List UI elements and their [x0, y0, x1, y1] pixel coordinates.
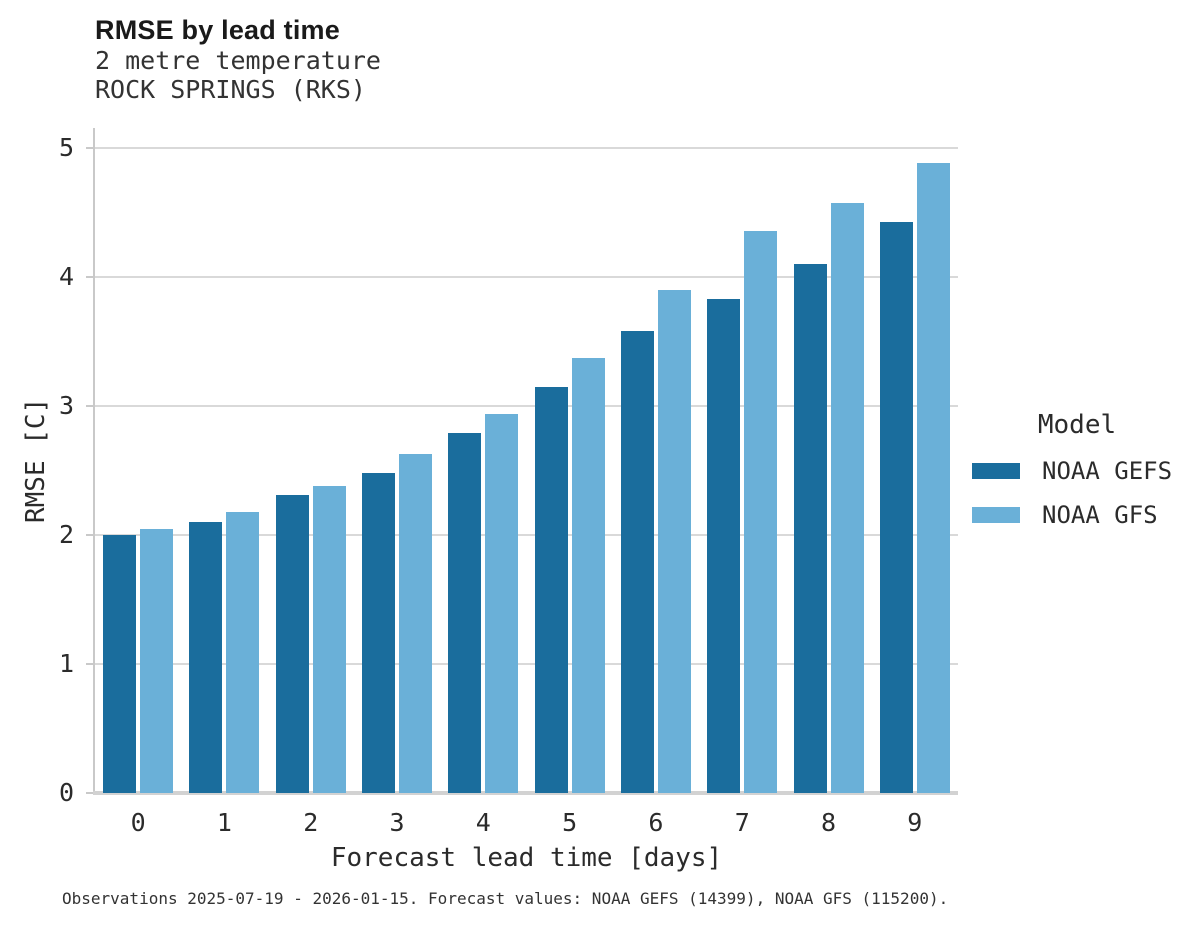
gridline-y-1	[95, 663, 958, 665]
bar-noaa-gfs-lead-4	[485, 414, 519, 793]
x-tick-label-8: 8	[821, 808, 837, 837]
bar-noaa-gfs-lead-9	[916, 163, 950, 793]
bar-noaa-gfs-lead-6	[657, 290, 691, 793]
legend-swatch-noaa-gefs	[972, 463, 1020, 479]
gridline-y-4	[95, 276, 958, 278]
bar-noaa-gfs-lead-0	[140, 529, 174, 793]
bar-noaa-gefs-lead-5	[534, 387, 568, 793]
gridline-y-5	[95, 147, 958, 149]
bar-noaa-gefs-lead-4	[448, 433, 482, 793]
bar-noaa-gfs-lead-5	[571, 358, 605, 793]
bar-noaa-gefs-lead-1	[189, 522, 223, 793]
bar-noaa-gfs-lead-3	[399, 454, 433, 793]
x-tick-label-6: 6	[648, 808, 664, 837]
y-tick-mark-4	[86, 276, 93, 278]
bar-noaa-gfs-lead-2	[312, 486, 346, 793]
legend-entry-noaa-gefs: NOAA GEFS	[972, 458, 1182, 484]
y-axis-label: RMSE [C]	[21, 397, 51, 524]
bar-noaa-gfs-lead-1	[226, 512, 260, 793]
y-tick-mark-5	[86, 147, 93, 149]
bar-noaa-gefs-lead-8	[793, 264, 827, 793]
chart-header: RMSE by lead time 2 metre temperature RO…	[95, 14, 381, 104]
bar-noaa-gefs-lead-3	[362, 473, 396, 793]
x-tick-label-5: 5	[562, 808, 578, 837]
x-tick-label-2: 2	[303, 808, 319, 837]
x-axis-label: Forecast lead time [days]	[330, 843, 723, 873]
chart-subtitle-station: ROCK SPRINGS (RKS)	[95, 75, 366, 104]
y-tick-label-3: 3	[58, 391, 74, 420]
legend-title: Model	[1037, 410, 1117, 440]
bar-noaa-gfs-lead-8	[830, 203, 864, 793]
x-tick-label-9: 9	[907, 808, 923, 837]
gridline-y-3	[95, 405, 958, 407]
plot-area: RMSE [C] Forecast lead time [days] 0 1 2 3 4…	[21, 128, 958, 873]
legend-entries: NOAA GEFS NOAA GFS	[972, 458, 1182, 528]
x-axis-baseline	[93, 791, 958, 795]
bar-noaa-gefs-lead-9	[879, 222, 913, 793]
y-tick-mark-1	[86, 663, 93, 665]
bar-noaa-gfs-lead-7	[744, 231, 778, 793]
y-tick-label-2: 2	[58, 520, 74, 549]
y-tick-label-0: 0	[58, 778, 74, 807]
bar-noaa-gefs-lead-0	[103, 535, 137, 793]
legend: Model NOAA GEFS NOAA GFS	[972, 410, 1182, 528]
x-tick-label-1: 1	[216, 808, 232, 837]
y-tick-label-1: 1	[58, 649, 74, 678]
bar-noaa-gefs-lead-7	[707, 299, 741, 793]
legend-label-noaa-gfs: NOAA GFS	[1042, 501, 1158, 529]
y-tick-mark-2	[86, 534, 93, 536]
footnote: Observations 2025-07-19 - 2026-01-15. Fo…	[62, 889, 949, 908]
x-tick-label-4: 4	[475, 808, 491, 837]
bar-noaa-gefs-lead-2	[275, 495, 309, 793]
legend-entry-noaa-gfs: NOAA GFS	[972, 502, 1182, 528]
x-tick-label-7: 7	[734, 808, 750, 837]
y-tick-mark-0	[86, 792, 93, 794]
y-tick-mark-3	[86, 405, 93, 407]
chart-subtitle-variable: 2 metre temperature	[95, 46, 381, 75]
x-tick-label-3: 3	[389, 808, 405, 837]
chart-title: RMSE by lead time	[95, 15, 340, 45]
y-tick-label-4: 4	[58, 262, 74, 291]
legend-label-noaa-gefs: NOAA GEFS	[1042, 457, 1173, 485]
bar-noaa-gefs-lead-6	[620, 331, 654, 793]
gridline-y-2	[95, 534, 958, 536]
x-tick-label-0: 0	[130, 808, 146, 837]
y-tick-label-5: 5	[58, 133, 74, 162]
legend-swatch-noaa-gfs	[972, 507, 1020, 523]
